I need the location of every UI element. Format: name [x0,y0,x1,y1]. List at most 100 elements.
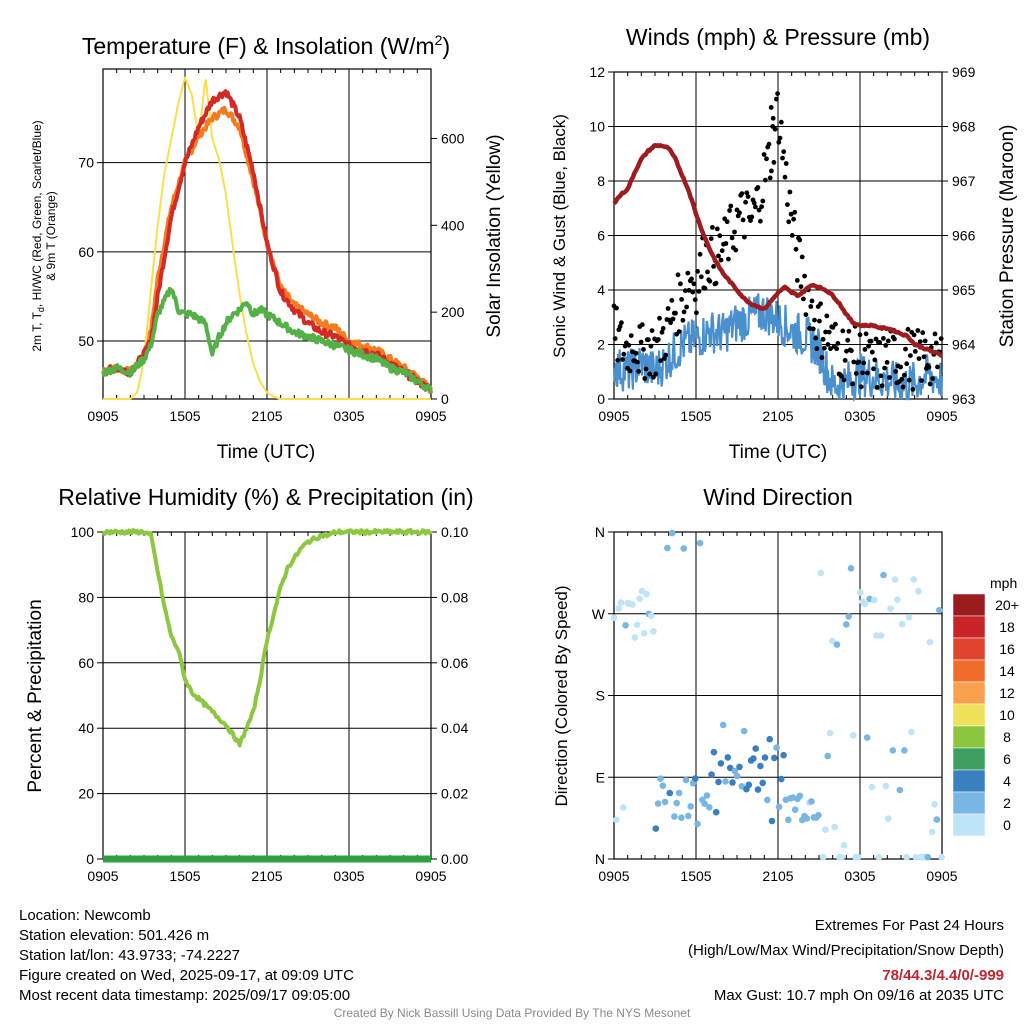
gust-point [724,219,730,225]
gust-point [840,328,846,334]
gust-point [711,264,716,269]
gust-point [817,318,822,324]
gust-point [849,348,854,354]
gust-point [689,276,694,282]
gust-point [911,332,917,338]
wind-direction-point [785,816,792,824]
gust-point [933,340,939,346]
humidity-panel: Relative Humidity (%) & Precipitation (i… [25,484,474,884]
gust-point [621,351,627,357]
wind-direction-point [717,760,725,767]
wind-direction-point [715,778,722,786]
station-info: Location: Newcomb Station elevation: 501… [19,906,354,1006]
gust-point [884,360,890,365]
y-right-tick-label: 0.04 [441,720,468,736]
wind-direction-point [843,621,850,628]
y-tick-label: W [592,606,606,622]
humidity-chart-title: Relative Humidity (%) & Precipitation (i… [58,484,473,510]
gust-point [858,384,864,390]
winds-y-axis-label: Sonic Wind & Gust (Blue, Black) [550,114,569,358]
gust-point [713,280,719,286]
wind-direction-point [803,815,811,822]
gust-point [696,289,702,294]
gust-point [756,207,762,213]
gust-point [885,338,891,344]
gust-point [818,301,823,307]
gust-point [825,342,831,347]
gust-point [819,355,825,360]
gust-point [755,185,761,190]
colorbar-swatch [952,725,986,749]
gust-point [753,204,758,210]
y-tick-label: 10 [589,119,605,135]
gust-point [748,218,753,224]
gust-point [881,336,886,341]
gust-point [651,374,656,380]
gust-point [899,376,905,382]
y-tick-label: 2 [597,337,605,353]
gust-point [807,326,812,331]
x-tick-label: 1505 [680,868,711,884]
wind-direction-point [640,630,648,637]
gust-point [708,236,714,242]
max-gust-text: Max Gust: 10.7 mph On 09/16 at 2035 UTC [713,987,1004,1004]
wind-direction-point [857,589,864,596]
gust-point [842,358,848,363]
gust-point [874,385,880,390]
wind-direction-point [840,842,848,849]
gust-point [863,331,869,337]
gust-point [814,346,820,352]
wind-direction-point [898,620,906,628]
gust-point [678,281,683,287]
x-tick-label: 2105 [251,868,282,884]
colorbar-swatch [952,659,986,683]
x-tick-label: 0905 [415,868,446,884]
wind-direction-point [750,755,757,762]
gust-point [803,312,809,318]
colorbar-swatch [952,813,986,837]
y-right-tick-label: 0.06 [441,655,468,671]
x-tick-label: 2105 [762,408,793,424]
colorbar-title: mph [990,575,1017,591]
y-tick-label: 100 [71,524,95,540]
colorbar-label: 8 [1003,729,1011,745]
x-tick-label: 0905 [87,408,118,424]
colorbar-label: 10 [999,707,1015,723]
wind-direction-point [903,853,910,861]
gust-point [878,373,884,379]
colorbar-swatch [952,791,986,815]
gust-point [826,329,832,335]
wind-direction-point [759,779,766,787]
x-tick-label: 0905 [926,408,957,424]
solar-line [103,76,431,400]
gust-point [719,248,725,254]
gust-point [686,287,692,293]
wind-direction-point [708,771,715,778]
wind-direction-point [745,781,753,789]
wind-direction-point [664,544,671,552]
wind-direction-point [847,565,855,572]
wind-direction-point [819,853,827,861]
wind-direction-point [891,576,899,583]
x-tick-label: 0905 [598,408,629,424]
gust-point [649,328,655,333]
wind-direction-point [854,853,862,861]
gust-point [834,346,839,352]
gust-point [833,321,838,327]
temperature-chart-title: Temperature (F) & Insolation (W/m2) [82,32,450,59]
pressure-line [612,142,944,358]
gust-point [751,200,757,206]
gust-point [619,320,624,326]
x-tick-label: 0305 [333,408,364,424]
gust-point [727,208,732,213]
gust-point [739,191,745,197]
gust-point [908,353,913,358]
gust-point [865,370,870,376]
gust-point [898,364,903,370]
wind-direction-point [773,744,780,751]
wind-direction-point [815,811,822,819]
gust-point [782,174,788,180]
wind-direction-point [731,767,739,775]
colorbar-label: 4 [1003,773,1011,789]
y-right-tick-label: 964 [952,337,976,353]
